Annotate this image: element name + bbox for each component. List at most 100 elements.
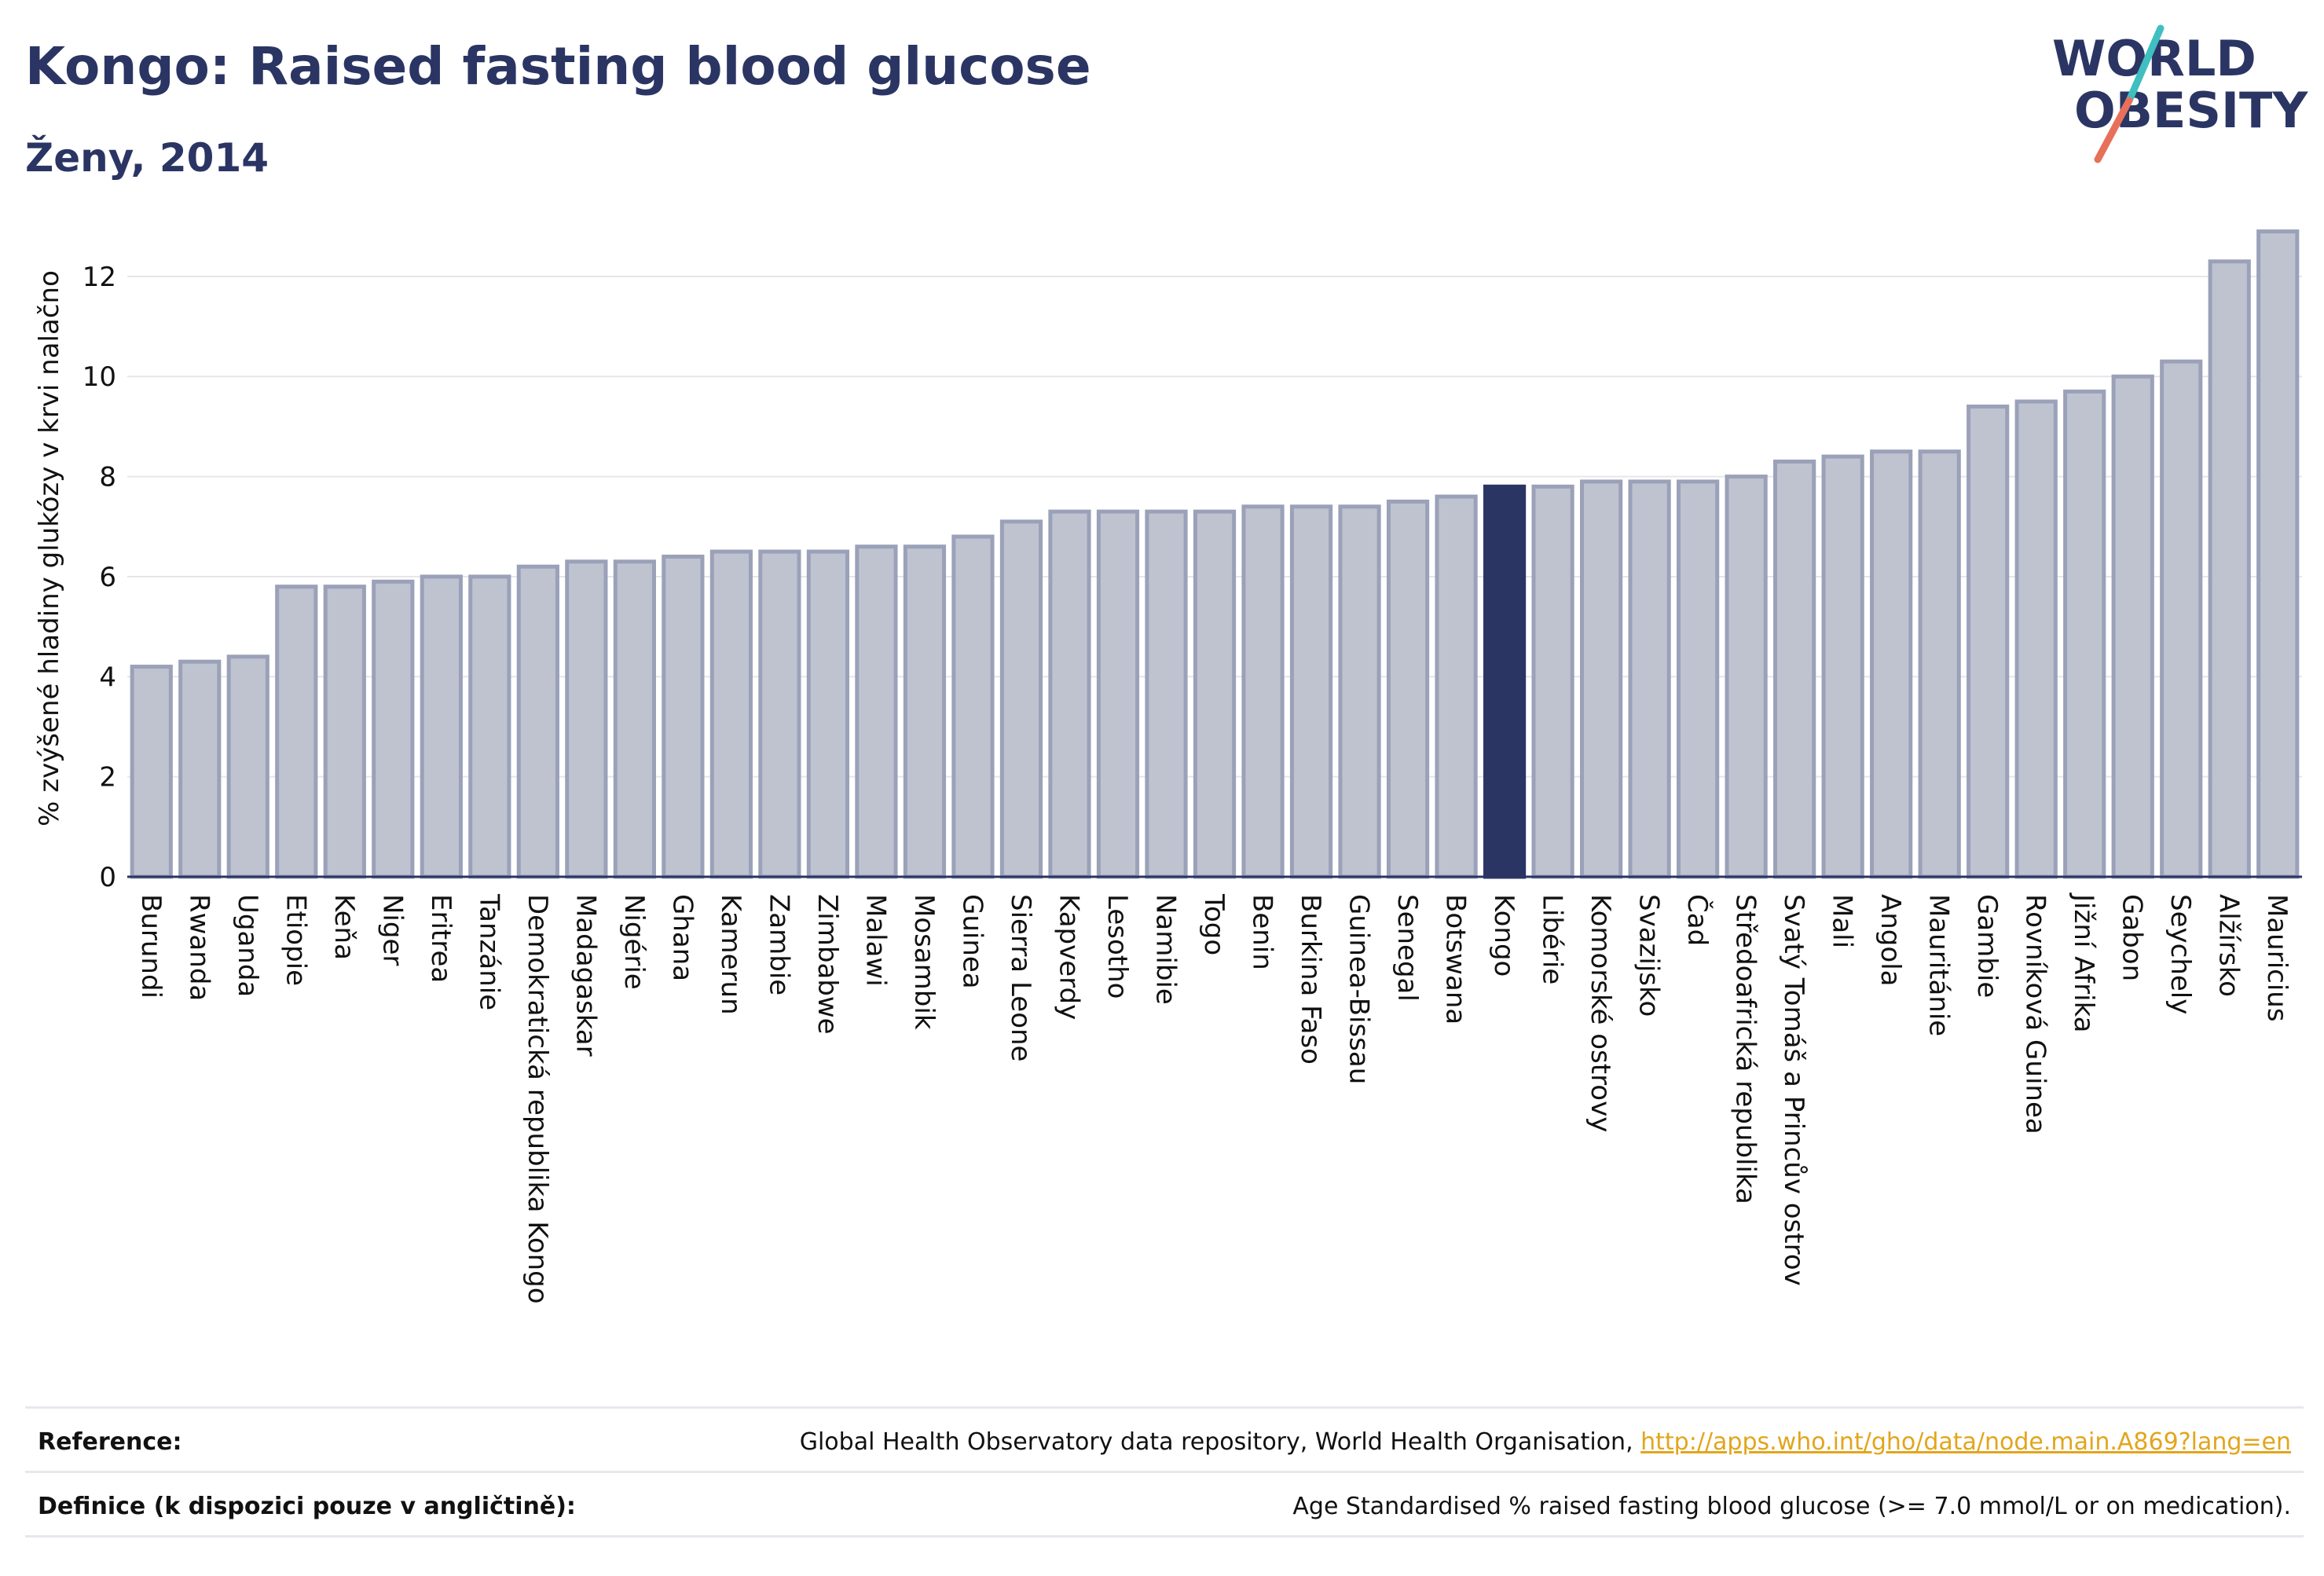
bar-kongo[interactable] — [1483, 484, 1527, 879]
x-tick-label: Burundi — [135, 894, 167, 999]
x-tick-label: Guinea-Bissau — [1343, 894, 1375, 1084]
x-tick-label: Uganda — [232, 894, 263, 997]
x-tick-label: Sierra Leone — [1005, 894, 1036, 1061]
bar-svat-tom-a-princ-v-ostrov[interactable] — [1773, 459, 1816, 879]
chart-title: Kongo: Raised fasting blood glucose — [25, 36, 1091, 97]
bar-uganda[interactable] — [226, 654, 269, 879]
bar-st-edoafrick-republika[interactable] — [1725, 475, 1768, 879]
x-tick-label: Svatý Tomáš a Princův ostrov — [1778, 894, 1809, 1286]
bar-komorsk-ostrovy[interactable] — [1579, 479, 1623, 879]
bar-kamerun[interactable] — [709, 549, 753, 879]
y-tick-label: 2 — [99, 762, 116, 793]
bar-benin[interactable] — [1241, 504, 1285, 879]
x-tick-label: Tanzánie — [473, 893, 504, 1010]
x-tick-label: Komorské ostrovy — [1585, 894, 1616, 1132]
x-tick-label: Senegal — [1391, 894, 1423, 1002]
x-tick-label: Gabon — [2117, 894, 2148, 981]
bar-svazijsko[interactable] — [1628, 479, 1671, 879]
bar-namibie[interactable] — [1145, 509, 1188, 879]
x-tick-label: Svazijsko — [1633, 894, 1665, 1017]
reference-value: Global Health Observatory data repositor… — [800, 1428, 2291, 1456]
x-tick-label: Mauritánie — [1923, 894, 1955, 1036]
bar-tanz-nie[interactable] — [468, 574, 511, 879]
bar-guinea-bissau[interactable] — [1338, 504, 1381, 879]
bar-gabon[interactable] — [2111, 374, 2154, 879]
bar-al-rsko[interactable] — [2208, 259, 2251, 879]
bar-malawi[interactable] — [855, 544, 898, 879]
x-tick-label: Keňa — [328, 894, 360, 960]
x-tick-label: Benin — [1247, 894, 1278, 970]
bar-ghana[interactable] — [662, 554, 705, 879]
bar-etiopie[interactable] — [275, 585, 318, 879]
bar-mauricius[interactable] — [2256, 229, 2300, 879]
bar--ad[interactable] — [1677, 479, 1720, 879]
bar-chart: 0 2 4 6 8 10 12 Burundi Rwanda Uganda Etiopie Keňa N… — [34, 229, 2302, 1304]
y-tick-label: 0 — [99, 862, 116, 893]
x-tick-label: Eritrea — [425, 894, 456, 983]
x-tick-label: Středoafrická republika — [1730, 894, 1761, 1204]
bar-lib-rie[interactable] — [1531, 484, 1574, 879]
bar-demokratick-republika-kongo[interactable] — [516, 564, 559, 879]
bar-madagaskar[interactable] — [565, 559, 608, 879]
y-tick-label: 12 — [82, 262, 116, 293]
bar-kapverdy[interactable] — [1048, 509, 1091, 879]
reference-text: Global Health Observatory data repositor… — [799, 1428, 1641, 1456]
x-tick-label: Nigérie — [618, 894, 650, 990]
bar-seychely[interactable] — [2160, 359, 2203, 879]
footer-divider-bottom — [25, 1535, 2304, 1538]
definition-value: Age Standardised % raised fasting blood … — [1292, 1493, 2291, 1520]
x-tick-label: Madagaskar — [570, 894, 601, 1057]
y-tick-label: 10 — [82, 361, 116, 393]
x-tick-label: Burkina Faso — [1295, 894, 1326, 1065]
bar-mali[interactable] — [1821, 454, 1864, 879]
chart-subtitle: Ženy, 2014 — [25, 135, 269, 181]
bar-sierra-leone[interactable] — [999, 519, 1043, 879]
x-tick-label: Rwanda — [183, 894, 214, 1001]
y-tick-label: 8 — [99, 462, 116, 493]
reference-link[interactable]: http://apps.who.int/gho/data/node.main.A… — [1640, 1428, 2291, 1456]
bar-ke-a[interactable] — [323, 585, 366, 879]
x-tick-label: Etiopie — [280, 894, 311, 986]
world-obesity-logo: WORLD OBESITY — [2052, 24, 2308, 163]
bar-botswana[interactable] — [1435, 494, 1478, 879]
x-tick-label: Togo — [1198, 893, 1230, 955]
x-tick-label: Mali — [1827, 894, 1858, 948]
x-tick-label: Kongo — [1488, 894, 1519, 977]
bar-ji-n-afrika[interactable] — [2063, 389, 2106, 879]
x-tick-label: Rovníková Guinea — [2020, 894, 2051, 1134]
x-tick-label: Čad — [1681, 894, 1714, 946]
bar-senegal[interactable] — [1386, 499, 1430, 879]
bar-burundi[interactable] — [130, 665, 173, 879]
bar-zambie[interactable] — [758, 549, 801, 879]
footer-divider-middle — [25, 1471, 2304, 1473]
bar-rwanda[interactable] — [178, 659, 222, 879]
bar-lesotho[interactable] — [1096, 509, 1140, 879]
bar-niger[interactable] — [372, 579, 415, 879]
bar-nig-rie[interactable] — [613, 559, 656, 879]
x-tick-label: Libérie — [1537, 894, 1568, 984]
bar-maurit-nie[interactable] — [1918, 449, 1961, 879]
bar-togo[interactable] — [1193, 509, 1237, 879]
logo-slash-top — [2125, 24, 2165, 104]
y-tick-label: 6 — [99, 562, 116, 593]
x-tick-label: Mosambik — [908, 894, 940, 1030]
x-tick-label: Gambie — [1971, 894, 2003, 998]
bar-eritrea[interactable] — [420, 574, 463, 879]
x-tick-label: Alžírsko — [2213, 894, 2245, 997]
bar-mosambik[interactable] — [903, 544, 947, 879]
x-tick-label: Seychely — [2165, 894, 2196, 1014]
bar-rovn-kov-guinea[interactable] — [2014, 399, 2058, 879]
definition-label: Definice (k dispozici pouze v angličtině… — [38, 1493, 576, 1520]
bar-angola[interactable] — [1870, 449, 1913, 879]
x-tick-label: Kapverdy — [1053, 894, 1084, 1020]
x-tick-label: Namibie — [1149, 894, 1181, 1005]
x-tick-label: Zambie — [763, 894, 794, 995]
x-tick-label: Malawi — [860, 894, 891, 987]
x-tick-label: Botswana — [1440, 894, 1472, 1024]
bar-burkina-faso[interactable] — [1289, 504, 1333, 879]
x-tick-label: Guinea — [956, 894, 988, 989]
bar-guinea[interactable] — [951, 534, 995, 879]
bar-zimbabwe[interactable] — [806, 549, 850, 879]
bar-gambie[interactable] — [1967, 404, 2010, 879]
reference-label: Reference: — [38, 1428, 182, 1456]
